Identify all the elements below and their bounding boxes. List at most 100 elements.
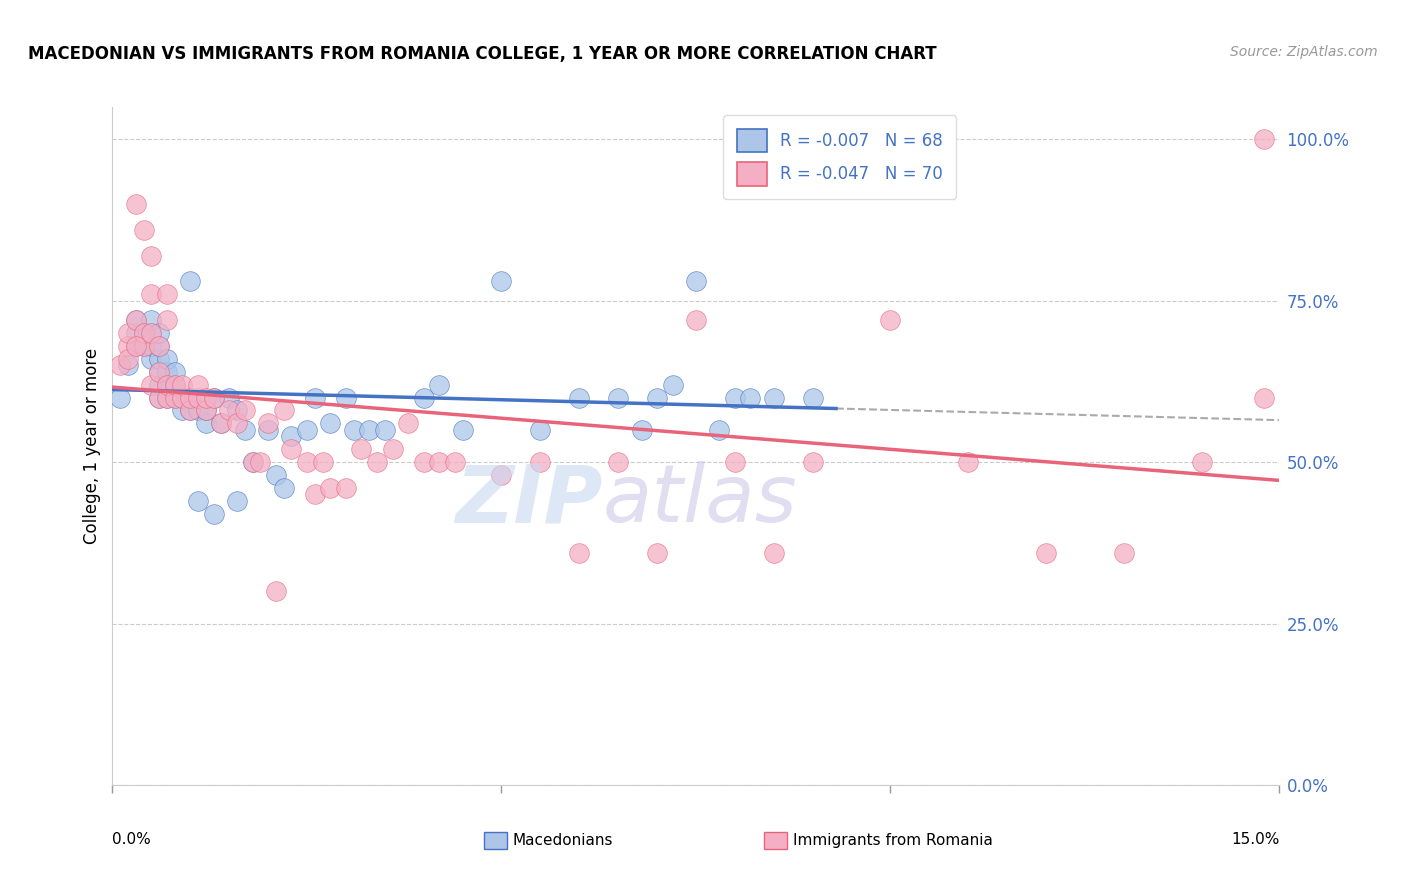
Point (226, 403, 249, 417)
Point (141, 287, 163, 301)
Point (568, 391, 591, 405)
Point (1035, 545, 1057, 559)
Point (132, 326, 155, 340)
Point (311, 455, 333, 469)
Point (319, 481, 342, 495)
Point (762, 391, 785, 405)
Point (187, 377, 209, 392)
Point (125, 339, 148, 353)
Point (319, 417, 342, 431)
Point (110, 391, 132, 405)
Point (233, 403, 256, 417)
Point (304, 391, 326, 405)
Point (209, 417, 232, 431)
Point (141, 326, 163, 340)
Point (209, 417, 232, 431)
Text: atlas: atlas (603, 461, 797, 540)
Text: 15.0%: 15.0% (1232, 832, 1279, 847)
Point (148, 365, 170, 379)
Point (1253, 132, 1275, 146)
Point (412, 455, 434, 469)
Point (242, 455, 264, 469)
Point (630, 423, 652, 437)
Point (125, 326, 148, 340)
Point (218, 391, 240, 405)
Point (335, 391, 357, 405)
Point (156, 365, 179, 379)
Point (427, 455, 450, 469)
Text: MACEDONIAN VS IMMIGRANTS FROM ROMANIA COLLEGE, 1 YEAR OR MORE CORRELATION CHART: MACEDONIAN VS IMMIGRANTS FROM ROMANIA CO… (28, 45, 936, 62)
Point (607, 455, 630, 469)
Point (117, 351, 139, 366)
Point (148, 339, 170, 353)
Point (295, 455, 318, 469)
Point (179, 274, 201, 288)
Text: Macedonians: Macedonians (513, 833, 613, 848)
Point (451, 423, 474, 437)
Point (529, 423, 551, 437)
Point (242, 455, 264, 469)
Point (1253, 391, 1275, 405)
Point (141, 351, 163, 366)
Point (148, 391, 170, 405)
Point (295, 423, 318, 437)
Point (685, 313, 707, 327)
Point (343, 423, 366, 437)
Point (125, 313, 148, 327)
Point (110, 359, 132, 373)
Point (156, 313, 179, 327)
Point (187, 391, 209, 405)
Point (280, 442, 302, 457)
Point (148, 351, 170, 366)
Point (280, 429, 302, 443)
Point (491, 468, 513, 483)
Point (163, 365, 186, 379)
Point (801, 455, 824, 469)
Point (304, 487, 326, 501)
Point (132, 339, 155, 353)
Point (156, 351, 179, 366)
Point (163, 377, 186, 392)
Point (427, 377, 450, 392)
Point (568, 545, 591, 559)
Point (194, 403, 217, 417)
Point (801, 391, 824, 405)
Point (148, 339, 170, 353)
Point (141, 339, 163, 353)
Point (233, 423, 256, 437)
Point (117, 326, 139, 340)
Point (1191, 455, 1213, 469)
Point (202, 391, 225, 405)
Point (724, 455, 747, 469)
Point (141, 326, 163, 340)
Point (132, 223, 155, 237)
Point (350, 442, 373, 457)
Text: Immigrants from Romania: Immigrants from Romania (793, 833, 993, 848)
Point (148, 391, 170, 405)
Point (194, 417, 217, 431)
Point (132, 326, 155, 340)
Point (374, 423, 396, 437)
Point (685, 274, 707, 288)
Point (194, 403, 217, 417)
Point (273, 403, 295, 417)
Point (187, 403, 209, 417)
Point (645, 545, 668, 559)
Point (335, 481, 357, 495)
Point (226, 417, 249, 431)
Point (179, 403, 201, 417)
Point (529, 455, 551, 469)
Point (366, 455, 388, 469)
Point (607, 391, 630, 405)
Point (163, 391, 186, 405)
Point (202, 391, 225, 405)
Point (179, 391, 201, 405)
Point (202, 507, 225, 521)
Point (661, 377, 683, 392)
Point (381, 442, 404, 457)
Point (156, 377, 179, 392)
Point (879, 313, 901, 327)
Bar (763, 832, 787, 849)
Point (141, 248, 163, 262)
Point (194, 391, 217, 405)
